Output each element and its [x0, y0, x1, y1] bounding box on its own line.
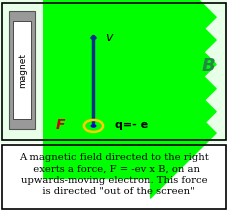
Bar [13, 21, 31, 119]
Text: q=- e: q=- e [115, 120, 148, 130]
Circle shape [90, 124, 96, 128]
Bar [9, 11, 35, 129]
Text: A magnetic field directed to the right
  exerts a force, F = -ev x B, on an
upwa: A magnetic field directed to the right e… [19, 153, 208, 197]
Text: B: B [201, 57, 215, 75]
Text: v: v [104, 31, 111, 44]
Text: magnet: magnet [18, 53, 27, 88]
Text: F: F [55, 118, 65, 132]
